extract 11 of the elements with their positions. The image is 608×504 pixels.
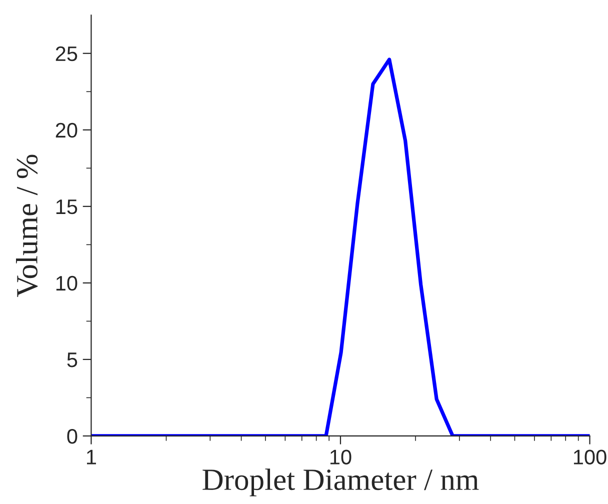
x-tick-label: 10 bbox=[330, 450, 352, 464]
y-tick-label: 15 bbox=[56, 200, 78, 214]
x-axis-title: Droplet Diameter / nm bbox=[202, 468, 479, 496]
y-tick-label: 0 bbox=[67, 428, 78, 444]
y-tick-label: 25 bbox=[56, 46, 78, 62]
y-tick-label: 5 bbox=[67, 352, 78, 368]
y-tick-label: 20 bbox=[56, 122, 78, 138]
y-axis-title: Volume / % bbox=[16, 154, 38, 298]
y-tick-label: 10 bbox=[56, 276, 78, 291]
x-tick-label: 100 bbox=[574, 450, 606, 464]
x-tick-label: 1 bbox=[86, 450, 96, 464]
